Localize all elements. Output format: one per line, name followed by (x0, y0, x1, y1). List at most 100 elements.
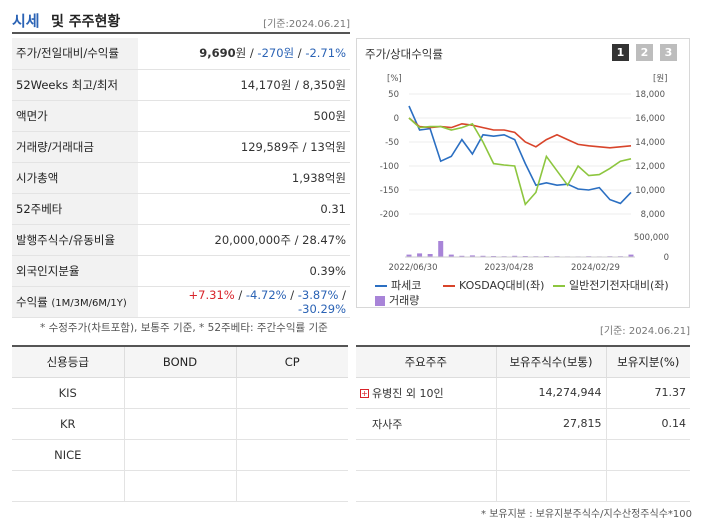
legend-item-stock: 파세코 (375, 277, 421, 293)
column-header: 주요주주 (356, 346, 496, 378)
chart-title: 주가/상대수익률 (365, 47, 443, 61)
x-tick-label: 2023/04/28 (484, 263, 533, 273)
row-label: 거래량/거래대금 (12, 131, 138, 163)
table-row: KIS (12, 377, 348, 409)
table-header-row: 주요주주 보유주식수(보통) 보유지분(%) (356, 346, 690, 378)
price: 9,690 (199, 46, 236, 61)
volume-bar (427, 254, 433, 257)
column-header: 보유지분(%) (605, 346, 690, 378)
section-title: 시세 (12, 12, 40, 30)
volume-bar (417, 253, 423, 257)
row-label: 시가총액 (12, 162, 138, 194)
x-tick-label: 2024/02/29 (571, 263, 620, 273)
legend-label: 거래량 (389, 294, 420, 307)
left-tick-label: 0 (394, 114, 399, 124)
column-header: CP (235, 346, 348, 378)
column-header: 보유주식수(보통) (495, 346, 606, 378)
section-subtitle: 및 주주현황 (51, 14, 121, 30)
legend-item-kosdaq: KOSDAQ대비(좌) (443, 277, 544, 293)
volume-bar (469, 255, 475, 257)
holder-pct: 0.14 (605, 408, 690, 440)
legend-label: 일반전기전자대비(좌) (569, 279, 669, 292)
series-line-3 (408, 117, 632, 207)
volume-bar (480, 255, 486, 257)
table-row: KR (12, 408, 348, 440)
series-line-2 (408, 117, 632, 149)
return-6m: -3.87% (297, 287, 339, 302)
table-row (356, 439, 690, 471)
chart-page-2-button[interactable]: 2 (636, 44, 653, 61)
bond-rating (123, 377, 236, 409)
row-value: 129,589주 / 13억원 (138, 131, 350, 163)
chart-page-3-button[interactable]: 3 (660, 44, 677, 61)
volume-bar (512, 255, 518, 257)
return-3m: -4.72% (245, 287, 287, 302)
holder-shares (495, 470, 606, 502)
volume-bar (628, 254, 634, 257)
quote-info-table: 주가/전일대비/수익률 9,690원 / -270원 / -2.71% 52We… (12, 38, 350, 318)
return-1m: +7.31% (188, 287, 235, 302)
legend-item-sector: 일반전기전자대비(좌) (553, 277, 669, 293)
bond-rating (123, 470, 236, 502)
expand-plus-icon[interactable]: + (360, 389, 369, 398)
left-tick-label: -100 (380, 162, 399, 172)
row-value: 20,000,000주 / 28.47% (138, 224, 350, 256)
section-header: 시세 및 주주현황 [기준:2024.06.21] (12, 6, 350, 34)
price-rate: -2.71% (305, 46, 346, 61)
row-value: 14,170원 / 8,350원 (138, 69, 350, 101)
row-label: 주가/전일대비/수익률 (12, 38, 138, 70)
major-shareholders-table: 주요주주 보유주식수(보통) 보유지분(%) + 유병진 외 10인 14,274… (356, 345, 690, 502)
row-value: 0.39% (138, 255, 350, 287)
holder-pct (605, 470, 690, 502)
chart-panel: 50 0 -50 -100 -150 -200 18,000 16,000 14,000 12,0… (356, 38, 690, 308)
volume-tick-label: 0 (664, 253, 669, 263)
table-header-row: 신용등급 BOND CP (12, 346, 348, 378)
row-label: 외국인지분율 (12, 255, 138, 287)
cp-rating (235, 439, 348, 471)
separator: / (246, 46, 258, 61)
table-row (12, 470, 348, 502)
volume-bar (406, 254, 412, 257)
returns-label: 수익률 (16, 294, 48, 309)
table-row: + 유병진 외 10인 14,274,944 71.37 (356, 377, 690, 409)
reference-date: [기준:2024.06.21] (263, 19, 350, 30)
left-tick-label: -200 (380, 210, 399, 220)
row-value: 500원 (138, 100, 350, 132)
holder-name: 자사주 (356, 408, 496, 440)
table-row: 주가/전일대비/수익률 9,690원 / -270원 / -2.71% (12, 38, 350, 70)
legend-label: KOSDAQ대비(좌) (459, 279, 545, 292)
cp-rating (235, 377, 348, 409)
returns-label-sub: (1M/3M/6M/1Y) (51, 297, 127, 309)
table-row: NICE (12, 439, 348, 471)
agency-name: KR (12, 408, 124, 440)
table-row: 액면가 500원 (12, 100, 350, 132)
table-row: 52Weeks 최고/최저 14,170원 / 8,350원 (12, 69, 350, 101)
cp-rating (235, 470, 348, 502)
volume-tick-label: 500,000 (634, 233, 669, 243)
separator: / (238, 287, 243, 302)
row-label: 52Weeks 최고/최저 (12, 69, 138, 101)
table-row: 시가총액 1,938억원 (12, 162, 350, 194)
bond-rating (123, 439, 236, 471)
legend-item-volume: 거래량 (375, 292, 419, 308)
column-header: 신용등급 (12, 346, 124, 378)
right-axis-unit: [원] (653, 74, 667, 84)
table-row: 자사주 27,815 0.14 (356, 408, 690, 440)
holder-pct: 71.37 (605, 377, 690, 409)
chart-page-1-button[interactable]: 1 (612, 44, 629, 61)
price-unit: 원 (235, 46, 247, 61)
bond-rating (123, 408, 236, 440)
holder-name: + 유병진 외 10인 (356, 377, 496, 409)
footnote: * 보유지분 : 보유지분주식수/지수산정주식수*100 (481, 509, 692, 520)
legend-line-icon (443, 285, 455, 287)
separator: / (342, 287, 346, 302)
price-change-unit: 원 (283, 46, 295, 61)
footnote: * 수정주가(차트포함), 보통주 기준, * 52주베타: 주간수익률 기준 (40, 322, 328, 334)
separator: / (294, 46, 306, 61)
holder-shares: 14,274,944 (495, 377, 606, 409)
volume-bar (459, 255, 465, 257)
table-row: 52주베타 0.31 (12, 193, 350, 225)
row-value: 0.31 (138, 193, 350, 225)
legend-line-icon (553, 285, 565, 287)
row-value: 1,938억원 (138, 162, 350, 194)
